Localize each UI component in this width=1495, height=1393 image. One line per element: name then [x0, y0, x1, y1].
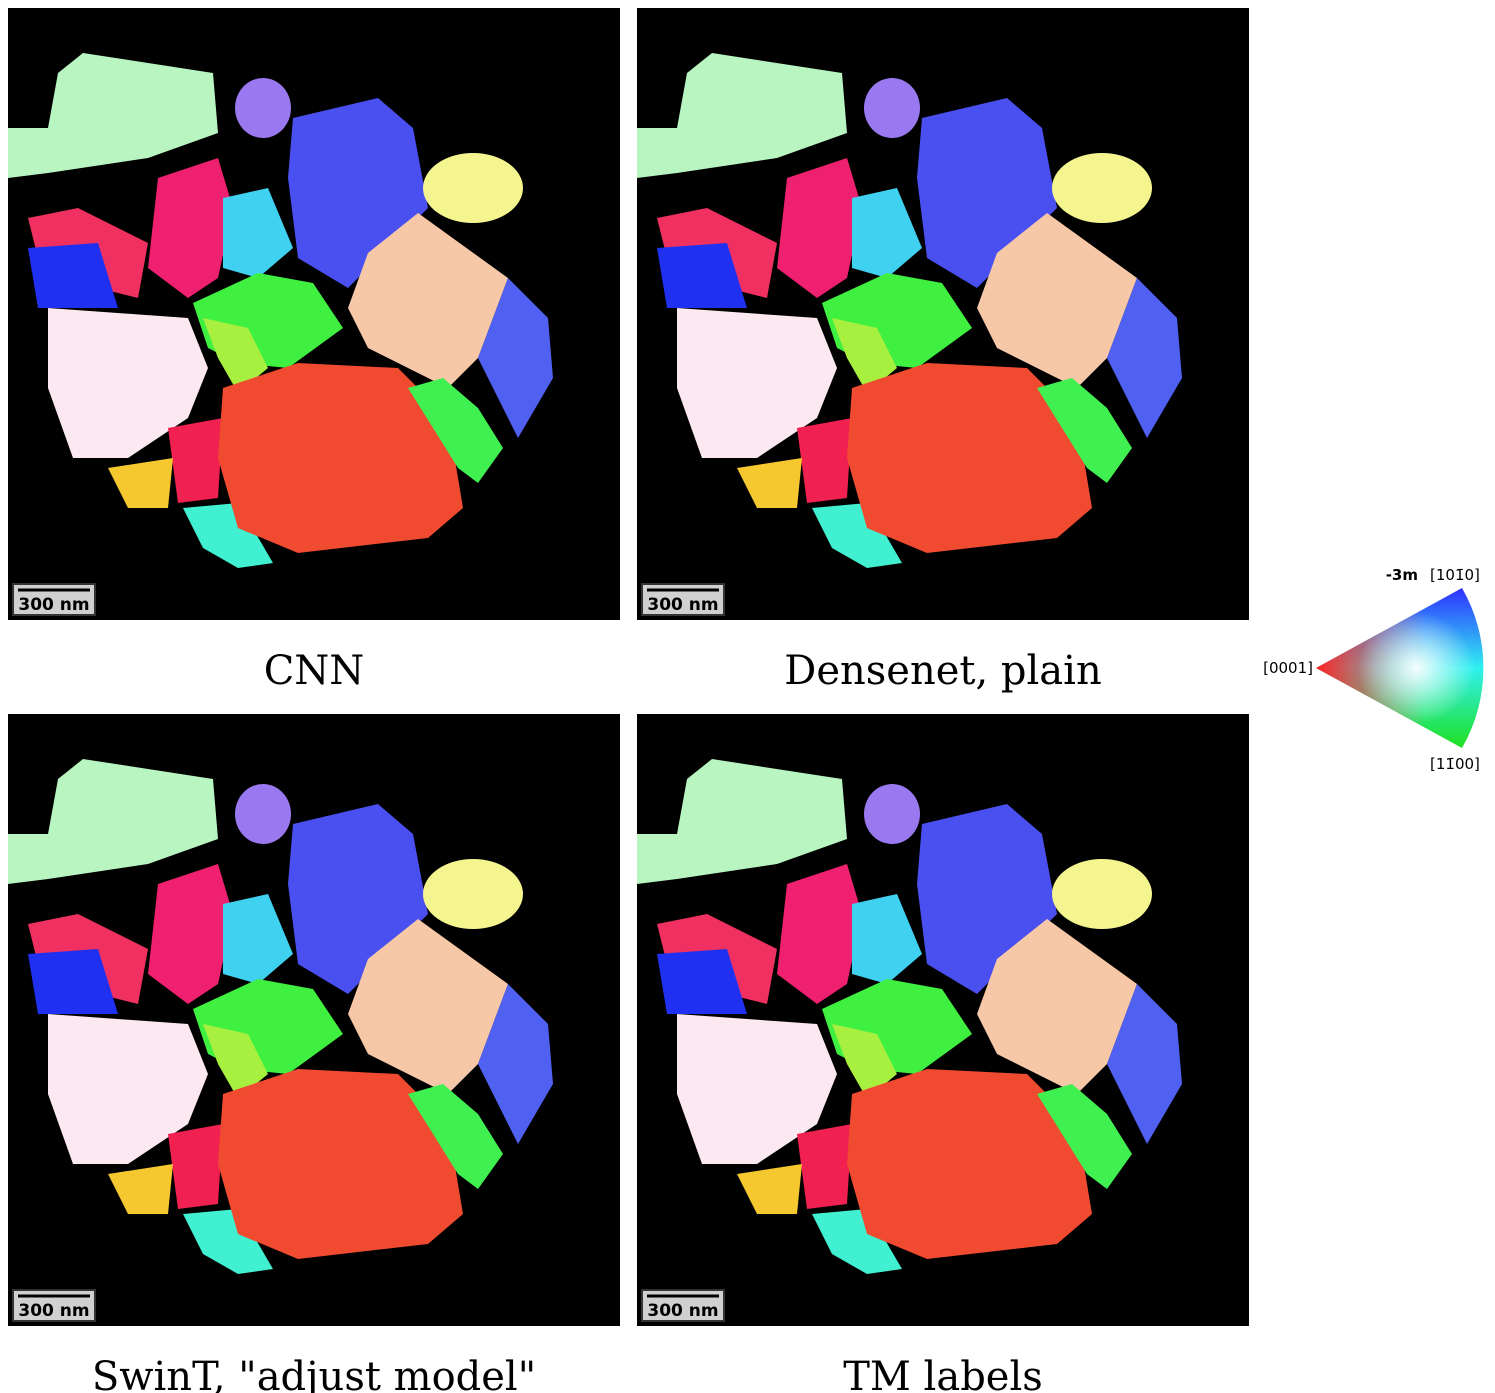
grain: [852, 894, 922, 984]
grain: [777, 864, 862, 1004]
panel-caption: TM labels: [843, 1354, 1043, 1393]
ipf-legend: -3m [101̄0] [0001] [11̄00]: [1263, 566, 1484, 773]
grain: [737, 458, 802, 508]
grain: [183, 1209, 273, 1274]
grain: [737, 1164, 802, 1214]
grain: [148, 158, 233, 298]
legend-top-label: [101̄0]: [1430, 566, 1480, 584]
grain: [832, 1024, 897, 1099]
grain: [218, 1069, 463, 1259]
grain: [148, 864, 233, 1004]
grain: [797, 1124, 852, 1209]
grain: [677, 1014, 837, 1164]
grain: [847, 363, 1092, 553]
legend-left-label: [0001]: [1263, 659, 1313, 677]
grain: [168, 1124, 223, 1209]
panel: 300 nm: [637, 8, 1249, 620]
grain: [8, 759, 218, 884]
grain: [168, 418, 223, 503]
grain: [977, 213, 1137, 388]
grain: [108, 1164, 173, 1214]
panel: 300 nm: [8, 714, 620, 1326]
grain: [812, 1209, 902, 1274]
grain: [1037, 378, 1132, 483]
grain: [28, 243, 118, 308]
grain: [203, 318, 268, 393]
grain: [348, 919, 508, 1094]
grain: [1107, 984, 1182, 1144]
panel-caption: SwinT, "adjust model": [92, 1354, 536, 1393]
legend-sector-center: [1316, 588, 1484, 748]
grain: [348, 213, 508, 388]
grain: [977, 919, 1137, 1094]
grain: [797, 418, 852, 503]
grain: [423, 859, 523, 929]
grain: [832, 318, 897, 393]
scale-bar-label: 300 nm: [18, 1301, 89, 1321]
scale-bar-label: 300 nm: [647, 1301, 718, 1321]
grain: [864, 78, 920, 138]
grain: [223, 894, 293, 984]
grain: [852, 188, 922, 278]
grain: [478, 278, 553, 438]
grain: [183, 503, 273, 568]
grain: [408, 1084, 503, 1189]
panel: 300 nm: [8, 8, 620, 620]
grain: [478, 984, 553, 1144]
grain: [1107, 278, 1182, 438]
grain: [637, 53, 847, 178]
grain: [864, 784, 920, 844]
grain: [677, 308, 837, 458]
grain: [8, 53, 218, 178]
grain: [637, 759, 847, 884]
grain: [847, 1069, 1092, 1259]
panel: 300 nm: [637, 714, 1249, 1326]
grain: [657, 949, 747, 1014]
legend-symmetry: -3m: [1386, 566, 1418, 584]
grain: [235, 78, 291, 138]
grain: [48, 308, 208, 458]
scale-bar-label: 300 nm: [18, 595, 89, 615]
grain: [408, 378, 503, 483]
scale-bar-label: 300 nm: [647, 595, 718, 615]
grain: [203, 1024, 268, 1099]
grain: [1037, 1084, 1132, 1189]
grain: [28, 949, 118, 1014]
legend-bottom-label: [11̄00]: [1430, 755, 1480, 773]
grain: [218, 363, 463, 553]
grain: [1052, 859, 1152, 929]
panel-caption: Densenet, plain: [784, 648, 1101, 694]
grain: [223, 188, 293, 278]
panel-caption: CNN: [264, 648, 365, 694]
grain: [657, 243, 747, 308]
grain: [48, 1014, 208, 1164]
grain: [108, 458, 173, 508]
grain: [235, 784, 291, 844]
grain: [812, 503, 902, 568]
grain: [777, 158, 862, 298]
grain: [1052, 153, 1152, 223]
grain: [423, 153, 523, 223]
